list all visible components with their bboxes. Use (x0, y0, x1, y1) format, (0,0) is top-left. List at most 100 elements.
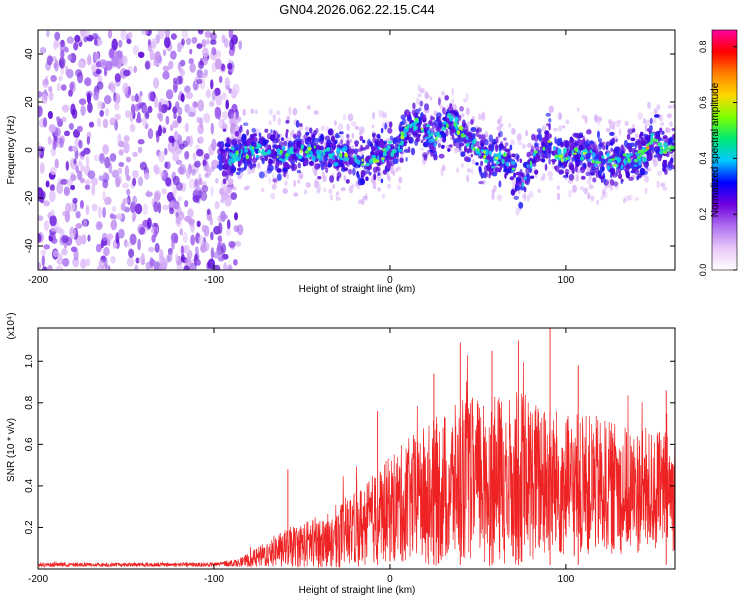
noise-blob (114, 175, 122, 185)
band-blob (264, 128, 269, 133)
noise-blob (209, 101, 215, 107)
band-blob (662, 167, 667, 172)
noise-blob (163, 104, 168, 111)
band-blob (571, 156, 575, 162)
band-blob (513, 172, 516, 178)
noise-blob (38, 262, 42, 270)
band-halo-blob (642, 118, 647, 124)
band-blob (597, 130, 600, 139)
band-blob (488, 134, 493, 143)
band-blob (648, 124, 653, 132)
noise-blob (120, 30, 127, 40)
band-blob (597, 143, 602, 151)
y-tick-label: 0.2 (24, 520, 35, 534)
band-halo-blob (662, 186, 668, 191)
band-blob (410, 147, 416, 156)
band-halo-blob (611, 125, 616, 131)
band-halo-blob (568, 189, 573, 198)
band-blob (361, 147, 367, 151)
band-halo-blob (525, 129, 529, 137)
band-blob (504, 142, 509, 147)
noise-blob (176, 115, 182, 124)
band-halo-blob (230, 113, 235, 119)
band-blob (270, 129, 273, 134)
noise-blob (72, 197, 78, 204)
noise-blob (92, 33, 99, 40)
band-blob (653, 154, 659, 158)
band-blob (628, 176, 634, 181)
band-halo-blob (497, 118, 501, 125)
band-blob (478, 180, 484, 185)
band-blob (230, 170, 234, 177)
band-hotspot (532, 152, 537, 157)
noise-blob (175, 253, 179, 263)
noise-blob (206, 38, 210, 45)
band-peak (610, 158, 616, 161)
band-blob (438, 97, 441, 106)
y-tick-label: 40 (24, 48, 35, 60)
band-blob (416, 136, 421, 142)
noise-blob (114, 102, 120, 111)
band-halo-blob (378, 109, 383, 118)
band-halo-blob (220, 198, 225, 204)
band-halo-blob (417, 93, 422, 98)
band-blob (412, 131, 418, 138)
band-hotspot (310, 150, 313, 157)
band-blob (462, 137, 467, 143)
band-halo-blob (617, 119, 622, 124)
noise-blob (224, 37, 229, 49)
noise-blob (118, 161, 125, 168)
band-halo-blob (615, 120, 621, 128)
band-halo-blob (395, 167, 399, 173)
band-hotspot (369, 158, 374, 164)
band-blob (526, 177, 530, 183)
band-halo-blob (268, 177, 272, 184)
band-peak (547, 140, 552, 143)
band-peak (573, 152, 577, 155)
noise-blob (142, 116, 147, 128)
noise-blob (46, 30, 50, 38)
noise-blob (129, 123, 136, 133)
band-blob (324, 135, 331, 141)
band-blob (320, 145, 324, 151)
band-blob (637, 145, 642, 151)
noise-blob (50, 75, 57, 82)
band-blob (609, 131, 615, 136)
noise-blob (117, 228, 125, 239)
noise-blob (65, 160, 70, 171)
noise-blob (137, 139, 145, 145)
ridge-trace-dot (643, 149, 648, 153)
band-halo-blob (336, 191, 340, 196)
noise-blob (49, 184, 56, 192)
spectrogram-y-label: Frequency (Hz) (6, 116, 17, 185)
band-blob (422, 135, 426, 141)
band-halo-blob (556, 192, 561, 201)
noise-blob (158, 112, 164, 122)
band-halo-blob (656, 104, 661, 111)
noise-blob (203, 153, 210, 160)
band-peak (307, 146, 312, 151)
noise-blob (38, 90, 42, 98)
noise-blob (68, 122, 74, 130)
noise-blob (41, 254, 45, 267)
band-halo-blob (645, 119, 651, 126)
noise-blob (87, 170, 96, 180)
band-halo-blob (255, 109, 258, 115)
noise-blob (96, 81, 104, 90)
band-halo-blob (601, 188, 606, 196)
noise-blob (162, 204, 170, 211)
band-blob (380, 141, 385, 146)
band-blob (548, 158, 552, 165)
noise-blob (38, 145, 42, 157)
band-blob (470, 119, 474, 125)
band-blob (370, 146, 376, 152)
band-peak (420, 127, 424, 130)
band-halo-blob (637, 112, 643, 120)
band-halo-blob (372, 182, 377, 190)
band-hotspot (390, 151, 395, 157)
noise-blob (102, 190, 106, 201)
band-halo-blob (387, 183, 391, 189)
noise-blob (68, 145, 74, 152)
band-hotspot (607, 165, 611, 171)
band-halo-blob (652, 157, 656, 164)
